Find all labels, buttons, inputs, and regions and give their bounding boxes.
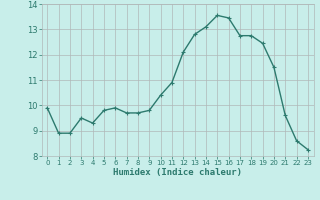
X-axis label: Humidex (Indice chaleur): Humidex (Indice chaleur) <box>113 168 242 177</box>
